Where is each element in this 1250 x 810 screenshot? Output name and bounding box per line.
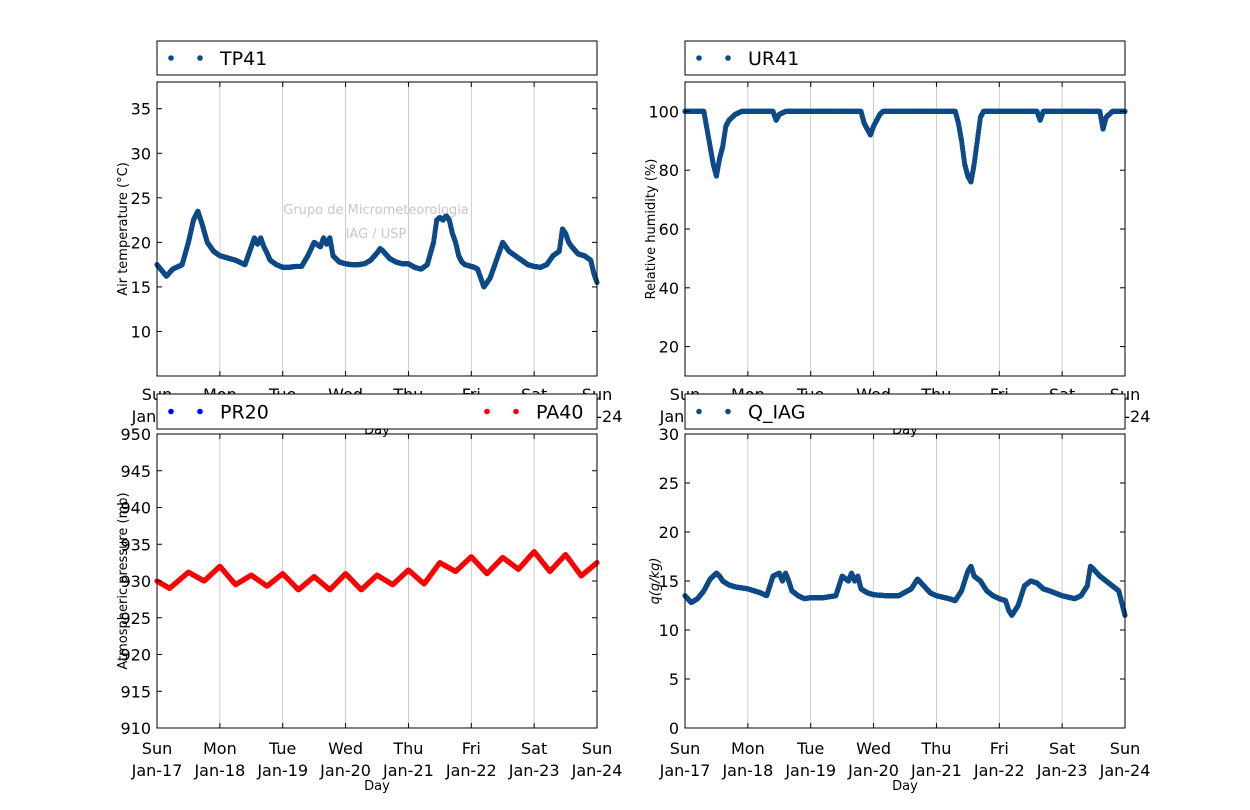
- y-tick-label: 35: [131, 100, 151, 119]
- y-tick-label: 945: [120, 462, 151, 481]
- y-tick-label: 100: [648, 102, 679, 121]
- legend-label: PA40: [536, 402, 583, 424]
- series-q-iag: [682, 563, 1128, 618]
- y-tick-label: 20: [659, 338, 679, 357]
- legend-label: TP41: [219, 48, 267, 70]
- x-tick-label-date: Jan-19: [256, 761, 308, 780]
- y-tick-label: 80: [659, 161, 679, 180]
- x-tick-label-date: Jan-24: [571, 761, 623, 780]
- x-axis-label: Day: [364, 779, 390, 794]
- y-tick-label: 40: [659, 279, 679, 298]
- y-tick-label: 20: [131, 233, 151, 252]
- legend-box: [156, 40, 598, 76]
- y-tick-label: 920: [120, 646, 151, 665]
- y-tick-label: 60: [659, 220, 679, 239]
- x-tick-label-date: Jan-18: [193, 761, 245, 780]
- panel-3: 910 915 920 925 930 935 940 945 950 Sun Jan-17 Mon J…: [116, 393, 623, 794]
- x-tick-label-day: Sun: [142, 739, 172, 758]
- y-tick-label: 915: [120, 682, 151, 701]
- x-tick-label-day: Thu: [392, 739, 423, 758]
- y-axis-label: Relative humidity (%): [644, 159, 659, 300]
- series-ur41: [682, 108, 1128, 185]
- legend-box: [684, 40, 1126, 76]
- y-axis-label: Air temperature (°C): [116, 162, 131, 296]
- y-tick-label: 940: [120, 499, 151, 518]
- y-tick-label: 925: [120, 609, 151, 628]
- x-tick-label-date: Jan-21: [382, 761, 434, 780]
- x-tick-label-date: Jan-23: [508, 761, 560, 780]
- axes-frame: [156, 81, 598, 377]
- x-tick-label-day: Wed: [328, 739, 363, 758]
- x-tick-label-day: Tue: [268, 739, 296, 758]
- y-tick-label: 950: [120, 425, 151, 444]
- x-tick-label-day: Fri: [462, 739, 481, 758]
- legend: UR41: [684, 40, 1126, 76]
- y-tick-label: 930: [120, 572, 151, 591]
- legend-marker: [197, 55, 203, 61]
- legend-marker: [696, 55, 702, 61]
- legend-marker: [484, 408, 490, 415]
- legend-marker: [168, 408, 174, 415]
- legend-label: PR20: [220, 402, 269, 424]
- y-axis-label: Atmospheric pressure (mb): [116, 492, 131, 669]
- legend-marker: [197, 408, 203, 415]
- legend-marker: [513, 408, 519, 415]
- x-tick-label-date: Jan-17: [131, 761, 183, 780]
- x-tick-label-date: Jan-20: [319, 761, 371, 780]
- y-tick-label: 25: [131, 189, 151, 208]
- y-tick-label: 15: [131, 278, 151, 297]
- y-tick-label: 935: [120, 535, 151, 554]
- legend-marker: [725, 55, 731, 61]
- legend: TP41: [156, 40, 598, 76]
- legend-box: [156, 393, 598, 430]
- x-tick-label-day: Mon: [203, 739, 237, 758]
- x-tick-label-day: Sun: [582, 739, 612, 758]
- x-tick-label-date: Jan-22: [445, 761, 497, 780]
- y-tick-label: 10: [131, 322, 151, 341]
- x-tick-label-day: Sat: [521, 739, 547, 758]
- series-pa40: [154, 549, 600, 593]
- legend-marker: [168, 55, 174, 61]
- panel-4: 051015202530SunJan-17MonJan-18TueJan-19W…: [648, 393, 1150, 794]
- y-tick-label: 30: [131, 144, 151, 163]
- series-tp41: [154, 208, 600, 290]
- legend: PR20 PA40: [156, 393, 598, 430]
- y-tick-label: 910: [120, 719, 151, 738]
- legend-label: UR41: [748, 48, 799, 70]
